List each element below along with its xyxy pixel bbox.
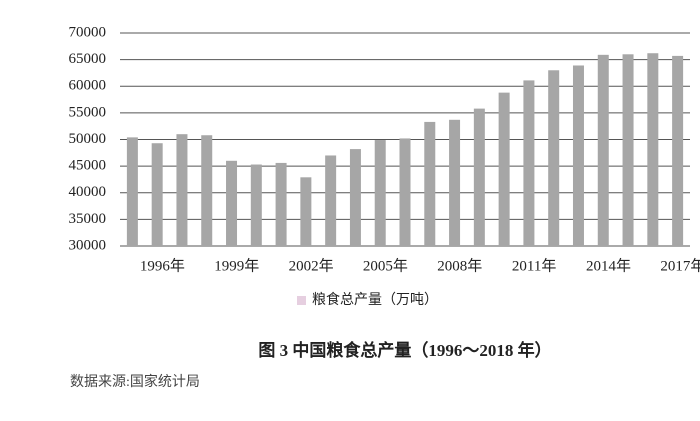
y-tick-label: 35000 bbox=[69, 211, 107, 227]
y-tick-label: 60000 bbox=[69, 78, 107, 94]
legend-swatch bbox=[297, 296, 306, 305]
bar bbox=[201, 135, 213, 246]
y-tick-label: 40000 bbox=[69, 184, 107, 200]
bar bbox=[572, 65, 584, 246]
y-tick-label: 50000 bbox=[69, 131, 107, 147]
bar bbox=[250, 164, 262, 246]
y-tick-label: 45000 bbox=[69, 158, 107, 174]
bar bbox=[672, 55, 684, 247]
chart-title: 图 3 中国粮食总产量（1996～2018 年） bbox=[258, 340, 551, 360]
bar bbox=[325, 155, 337, 246]
bar bbox=[151, 143, 163, 246]
bar bbox=[349, 149, 361, 246]
x-tick-label: 2014年 bbox=[586, 257, 631, 274]
y-tick-label: 65000 bbox=[69, 51, 107, 67]
bar bbox=[424, 121, 436, 246]
bar bbox=[449, 119, 461, 246]
x-tick-label: 2011年 bbox=[512, 257, 556, 274]
bar bbox=[647, 53, 659, 246]
bar bbox=[498, 92, 510, 246]
bar bbox=[473, 108, 485, 247]
source-note: 数据来源:国家统计局 bbox=[70, 373, 200, 390]
legend-label: 粮食总产量（万吨） bbox=[312, 291, 438, 308]
bar bbox=[399, 138, 411, 246]
bar bbox=[126, 137, 138, 246]
x-tick-label: 2017年 bbox=[660, 257, 700, 274]
bar bbox=[226, 160, 238, 246]
x-tick-label: 1996年 bbox=[140, 257, 185, 274]
bar bbox=[597, 54, 609, 246]
y-tick-label: 55000 bbox=[69, 104, 107, 120]
bar bbox=[300, 177, 312, 246]
bar bbox=[275, 162, 287, 246]
bar bbox=[176, 134, 188, 246]
y-tick-label: 30000 bbox=[69, 237, 107, 253]
x-tick-label: 2008年 bbox=[437, 257, 482, 274]
x-tick-label: 1999年 bbox=[214, 257, 259, 274]
bar bbox=[548, 70, 560, 247]
x-tick-label: 2005年 bbox=[363, 257, 408, 274]
bar bbox=[374, 140, 386, 246]
bar bbox=[622, 54, 634, 246]
bar bbox=[523, 80, 535, 246]
x-tick-label: 2002年 bbox=[289, 257, 334, 274]
y-tick-label: 70000 bbox=[69, 24, 107, 40]
